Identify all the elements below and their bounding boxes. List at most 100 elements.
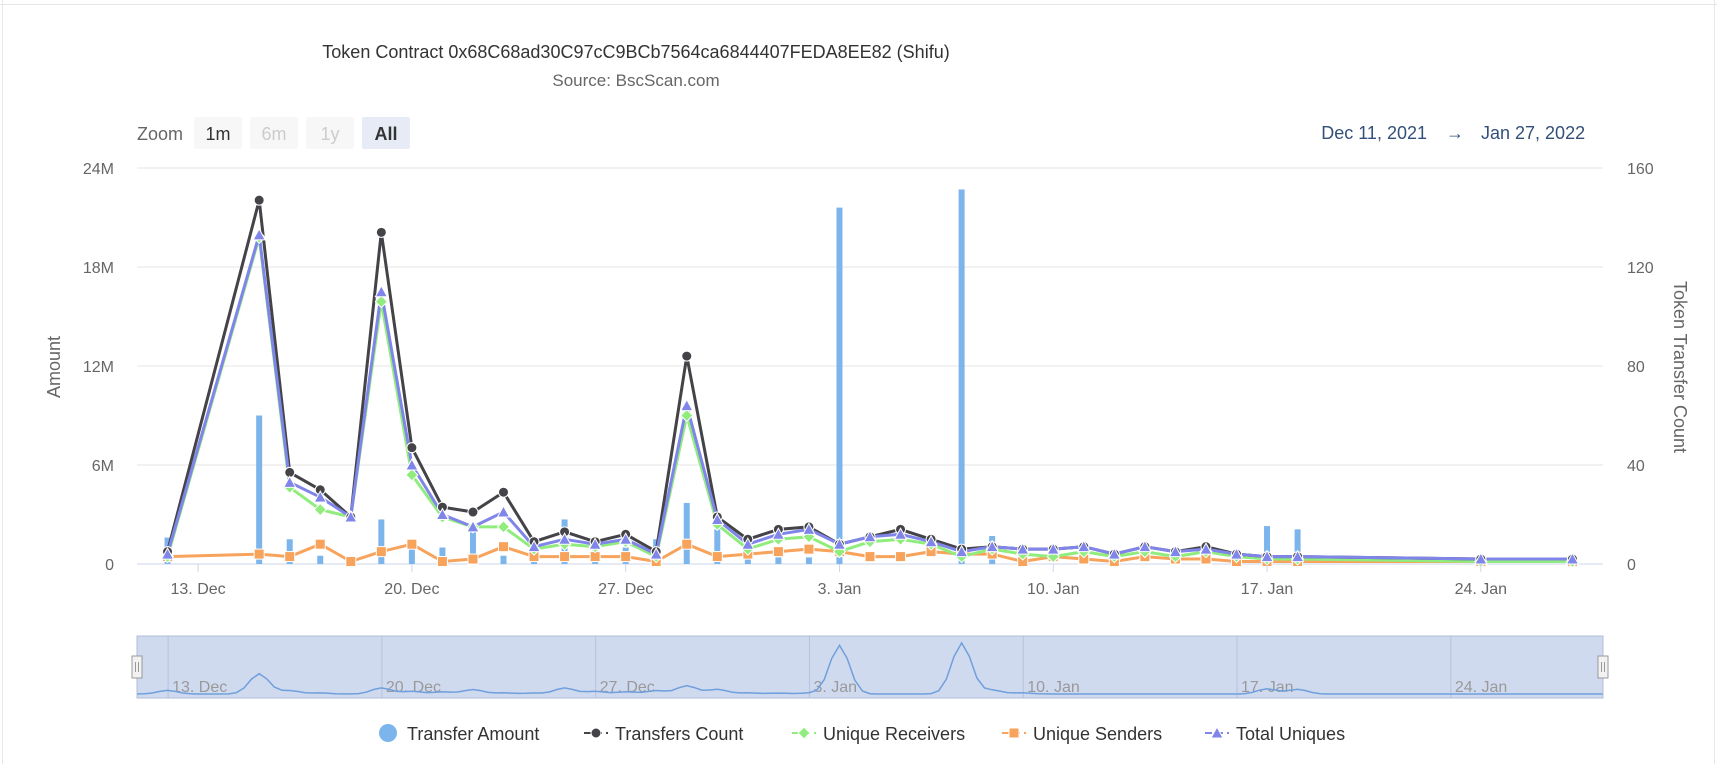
total-uniques-point[interactable] — [1199, 542, 1213, 555]
total-uniques-point[interactable] — [1229, 547, 1244, 560]
total-uniques-point[interactable] — [740, 537, 755, 550]
transfers-count-point[interactable] — [681, 350, 693, 362]
transfer-amount-bar[interactable] — [744, 555, 751, 564]
total-uniques-point[interactable] — [832, 537, 847, 550]
unique-senders-point[interactable] — [375, 546, 387, 558]
total-uniques-point[interactable] — [588, 537, 602, 550]
unique-senders-point[interactable] — [406, 538, 418, 550]
legend-item-total-uniques[interactable]: Total Uniques — [1205, 724, 1345, 744]
total-uniques-point[interactable] — [924, 534, 938, 548]
navigator[interactable]: 13. Dec 20. Dec 27. Dec 3. Jan 10. Jan 17. Ja… — [131, 635, 1609, 699]
legend-symbol[interactable] — [1008, 727, 1020, 739]
total-uniques-point[interactable] — [954, 544, 969, 558]
total-uniques-point[interactable] — [985, 539, 1000, 553]
total-uniques-point[interactable] — [1015, 542, 1030, 555]
transfer-amount-bar[interactable] — [439, 547, 446, 565]
transfer-amount-bar[interactable] — [958, 189, 965, 564]
legend-item-transfers-count[interactable]: Transfers Count — [584, 724, 743, 744]
legend-item-transfer-amount[interactable]: Transfer Amount — [379, 724, 539, 744]
total-uniques-point[interactable] — [466, 519, 480, 533]
total-uniques-point[interactable] — [893, 527, 908, 540]
total-uniques-point[interactable] — [527, 539, 541, 553]
unique-senders-point[interactable] — [345, 556, 357, 568]
legend-symbol[interactable] — [590, 727, 602, 739]
transfer-amount-bar[interactable] — [256, 415, 263, 565]
transfers-count-point[interactable] — [253, 194, 265, 206]
transfers-count-point[interactable] — [467, 506, 479, 518]
unique-receivers-point[interactable] — [374, 294, 389, 309]
total-uniques-point[interactable] — [496, 504, 511, 518]
unique-senders-point[interactable] — [681, 538, 693, 550]
zoom-button-6m[interactable]: 6m — [250, 117, 298, 149]
transfer-amount-bar[interactable] — [317, 555, 324, 564]
total-uniques-point[interactable] — [1076, 539, 1091, 553]
unique-senders-point[interactable] — [436, 556, 448, 568]
unique-senders-point[interactable] — [559, 551, 571, 563]
unique-senders-point[interactable] — [895, 551, 907, 563]
zoom-button-1m[interactable]: 1m — [194, 117, 242, 149]
unique-receivers-point[interactable] — [496, 520, 511, 534]
range-to[interactable]: Jan 27, 2022 — [1481, 123, 1585, 143]
transfer-amount-bar[interactable] — [469, 531, 476, 564]
total-uniques-point[interactable] — [649, 547, 664, 560]
unique-senders-point[interactable] — [253, 548, 265, 560]
transfer-amount-bar[interactable] — [683, 502, 690, 564]
total-uniques-point[interactable] — [557, 532, 572, 545]
total-uniques-point[interactable] — [282, 475, 297, 488]
total-uniques-point[interactable] — [1168, 544, 1183, 558]
unique-senders-point[interactable] — [864, 551, 876, 563]
unique-senders-point[interactable] — [467, 553, 479, 565]
total-uniques-point[interactable] — [1260, 549, 1274, 563]
total-uniques-point[interactable] — [1046, 542, 1061, 555]
transfer-amount-bar[interactable] — [775, 557, 782, 564]
total-uniques-point[interactable] — [618, 532, 633, 545]
transfer-amount-bar[interactable] — [836, 207, 843, 564]
total-uniques-point[interactable] — [1138, 539, 1152, 553]
total-uniques-point[interactable] — [710, 512, 725, 525]
unique-senders-point[interactable] — [711, 551, 723, 563]
total-uniques-point[interactable] — [405, 457, 419, 471]
transfer-amount-bar[interactable] — [1264, 526, 1271, 564]
unique-senders-point[interactable] — [620, 551, 632, 563]
transfer-amount-bar[interactable] — [805, 557, 812, 564]
transfer-amount-bar[interactable] — [500, 555, 507, 564]
total-uniques-point[interactable] — [1107, 547, 1122, 560]
legend-symbol[interactable] — [797, 726, 811, 740]
legend-item-unique-senders[interactable]: Unique Senders — [1002, 724, 1162, 744]
range-from[interactable]: Dec 11, 2021 — [1321, 123, 1427, 143]
total-uniques-point[interactable] — [863, 529, 877, 543]
transfer-amount-bar[interactable] — [408, 544, 415, 564]
total-uniques-point[interactable] — [160, 547, 175, 560]
navigator-handle-left[interactable] — [131, 655, 143, 679]
unique-senders-point[interactable] — [284, 551, 296, 563]
total-uniques-point[interactable] — [1565, 552, 1580, 565]
total-uniques-point[interactable] — [374, 284, 389, 298]
unique-receivers-point[interactable] — [313, 502, 327, 517]
zoom-button-all[interactable]: All — [362, 117, 410, 149]
total-uniques-point[interactable] — [252, 227, 267, 241]
unique-receivers-point[interactable] — [680, 408, 694, 423]
unique-senders-point[interactable] — [803, 543, 815, 555]
total-uniques-point[interactable] — [771, 527, 786, 540]
total-uniques-point[interactable] — [802, 522, 816, 535]
unique-senders-point[interactable] — [498, 541, 509, 553]
navigator-handle-right[interactable] — [1597, 655, 1609, 679]
unique-senders-point[interactable] — [772, 546, 784, 558]
transfers-count-point[interactable] — [375, 226, 387, 238]
transfers-count-point[interactable] — [498, 486, 509, 498]
transfer-amount-bar[interactable] — [378, 519, 385, 564]
zoom-button-1y[interactable]: 1y — [306, 117, 354, 149]
transfer-amount-bar[interactable] — [1294, 529, 1301, 564]
unique-receivers-point[interactable] — [405, 468, 419, 482]
total-uniques-point[interactable] — [1290, 549, 1305, 563]
total-uniques-point[interactable] — [313, 490, 328, 503]
total-uniques-point[interactable] — [679, 398, 694, 412]
y-left-tick-label: 18M — [83, 260, 114, 277]
legend-item-unique-receivers[interactable]: Unique Receivers — [792, 724, 965, 744]
total-uniques-point[interactable] — [435, 507, 450, 520]
transfer-amount-bar[interactable] — [714, 529, 721, 564]
unique-senders-point[interactable] — [314, 538, 326, 550]
total-uniques-point[interactable] — [343, 509, 358, 523]
legend-symbol[interactable] — [1210, 725, 1224, 739]
transfers-count-point[interactable] — [406, 442, 418, 454]
